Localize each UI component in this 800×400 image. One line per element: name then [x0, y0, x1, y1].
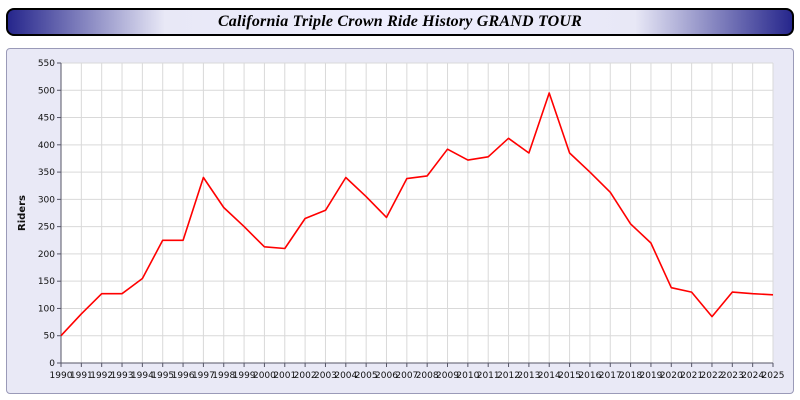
x-tick-label: 2014 — [538, 371, 561, 381]
x-tick-label: 2008 — [416, 371, 439, 381]
x-tick-label: 2007 — [395, 371, 418, 381]
y-tick-label: 150 — [38, 277, 55, 287]
x-tick-label: 2005 — [355, 371, 378, 381]
ride-history-line-chart: 0501001502002503003504004505005501990199… — [17, 59, 785, 381]
x-tick-label: 2016 — [578, 371, 601, 381]
x-tick-label: 2013 — [517, 371, 540, 381]
y-tick-label: 100 — [38, 304, 55, 314]
x-tick-label: 2019 — [639, 371, 662, 381]
y-tick-label: 250 — [38, 223, 55, 233]
y-tick-label: 0 — [49, 359, 55, 369]
x-tick-label: 2024 — [741, 371, 764, 381]
x-tick-label: 1991 — [70, 371, 93, 381]
y-tick-label: 50 — [44, 332, 56, 342]
x-tick-label: 2001 — [273, 371, 296, 381]
x-tick-label: 1996 — [172, 371, 195, 381]
series-line-riders — [60, 92, 774, 337]
x-tick-label: 2018 — [619, 371, 642, 381]
y-tick-label: 400 — [38, 141, 55, 151]
y-axis-label: Riders — [17, 195, 28, 231]
x-tick-label: 1993 — [111, 371, 134, 381]
y-tick-label: 300 — [38, 195, 55, 205]
x-tick-label: 1998 — [212, 371, 235, 381]
x-tick-label: 2003 — [314, 371, 337, 381]
x-tick-label: 1999 — [233, 371, 256, 381]
x-tick-label: 1990 — [50, 371, 73, 381]
x-tick-label: 2010 — [456, 371, 479, 381]
y-tick-label: 200 — [38, 250, 55, 260]
x-tick-label: 2017 — [599, 371, 622, 381]
chart-panel: 0 50 100 150 200 250 300 350 400 450 500 550 1990 199… — [6, 48, 794, 394]
x-tick-label: 2021 — [680, 371, 703, 381]
x-tick-label: 2015 — [558, 371, 581, 381]
x-tick-label: 2022 — [701, 371, 724, 381]
x-tick-label: 2012 — [497, 371, 520, 381]
x-tick-label: 2023 — [721, 371, 744, 381]
x-tick-label: 1992 — [90, 371, 113, 381]
x-tick-label: 2011 — [477, 371, 500, 381]
y-tick-label: 450 — [38, 114, 55, 124]
x-tick-label: 2004 — [334, 371, 357, 381]
y-tick-label: 350 — [38, 168, 55, 178]
x-tick-label: 2000 — [253, 371, 276, 381]
x-tick-label: 1994 — [131, 371, 154, 381]
x-tick-label: 2002 — [294, 371, 317, 381]
y-tick-label: 550 — [38, 59, 55, 69]
plot-area — [61, 63, 773, 363]
y-tick-label: 500 — [38, 86, 55, 96]
x-tick-label: 1995 — [151, 371, 174, 381]
x-tick-label: 2009 — [436, 371, 459, 381]
page-title: California Triple Crown Ride History GRA… — [217, 13, 583, 30]
x-tick-label: 2006 — [375, 371, 398, 381]
title-bar: California Triple Crown Ride History GRA… — [6, 8, 794, 36]
x-tick-label: 2025 — [762, 371, 785, 381]
x-tick-label: 1997 — [192, 371, 215, 381]
x-tick-label: 2020 — [660, 371, 683, 381]
